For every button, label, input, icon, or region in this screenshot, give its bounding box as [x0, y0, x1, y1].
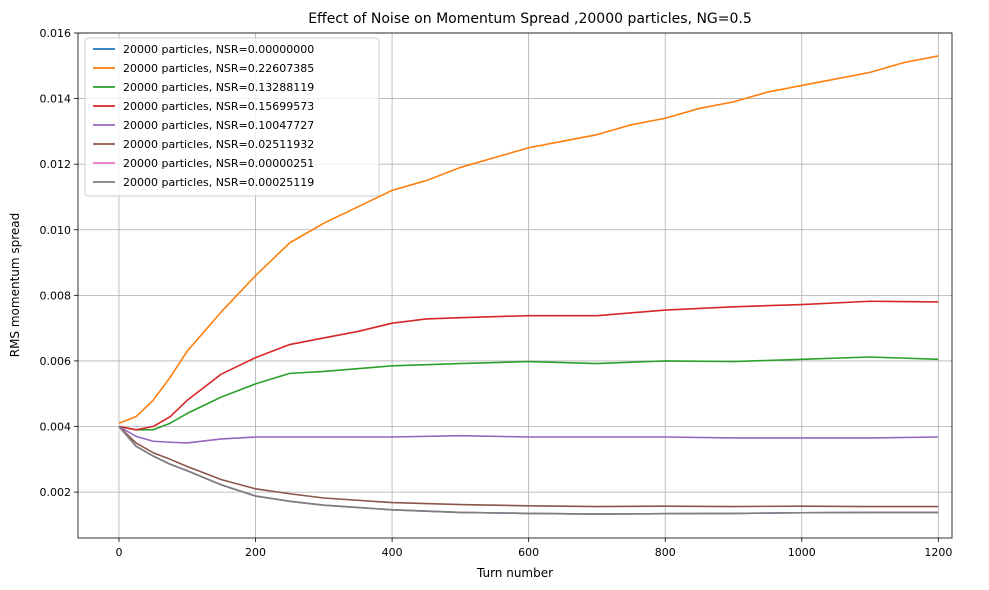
- y-tick-label: 0.016: [40, 27, 72, 40]
- x-tick-label: 600: [518, 546, 539, 559]
- x-axis-label: Turn number: [476, 566, 553, 580]
- series-line-2: [118, 356, 939, 431]
- y-tick-label: 0.008: [40, 289, 72, 302]
- series-line-5: [118, 425, 939, 508]
- x-tick-label: 400: [382, 546, 403, 559]
- x-tick-label: 800: [655, 546, 676, 559]
- y-tick-label: 0.014: [40, 93, 72, 106]
- legend-entry-label: 20000 particles, NSR=0.15699573: [123, 100, 314, 113]
- legend-entry-label: 20000 particles, NSR=0.13288119: [123, 81, 314, 94]
- plot-frame: [77, 32, 953, 539]
- legend-entry-label: 20000 particles, NSR=0.00000000: [123, 43, 314, 56]
- series-lines: [118, 55, 939, 515]
- y-axis-label: RMS momentum spread: [8, 213, 22, 358]
- y-tick-label: 0.004: [40, 421, 72, 434]
- x-tick-label: 200: [245, 546, 266, 559]
- series-line-3: [118, 300, 939, 431]
- chart-title: Effect of Noise on Momentum Spread ,2000…: [308, 11, 752, 27]
- series-line-7: [118, 425, 939, 515]
- x-tick-label: 1200: [924, 546, 952, 559]
- legend-entry-label: 20000 particles, NSR=0.02511932: [123, 138, 314, 151]
- y-tick-label: 0.002: [40, 486, 72, 499]
- legend-box: [84, 37, 380, 197]
- y-tick-label: 0.006: [40, 355, 72, 368]
- y-tick-label: 0.012: [40, 158, 72, 171]
- series-line-1: [118, 55, 939, 424]
- series-line-4: [118, 425, 939, 444]
- legend-entry-label: 20000 particles, NSR=0.00000251: [123, 157, 314, 170]
- legend-entry-label: 20000 particles, NSR=0.00025119: [123, 176, 314, 189]
- legend: 20000 particles, NSR=0.00000000 20000 par…: [84, 37, 380, 197]
- legend-entry-label: 20000 particles, NSR=0.22607385: [123, 62, 314, 75]
- axis-ticks: 0 200 400 600 800 1000 1200 0.002 0.004 0.006 0.00…: [40, 27, 953, 559]
- y-tick-label: 0.010: [40, 224, 72, 237]
- x-tick-label: 1000: [788, 546, 816, 559]
- x-tick-label: 0: [115, 546, 122, 559]
- legend-entry-label: 20000 particles, NSR=0.10047727: [123, 119, 314, 132]
